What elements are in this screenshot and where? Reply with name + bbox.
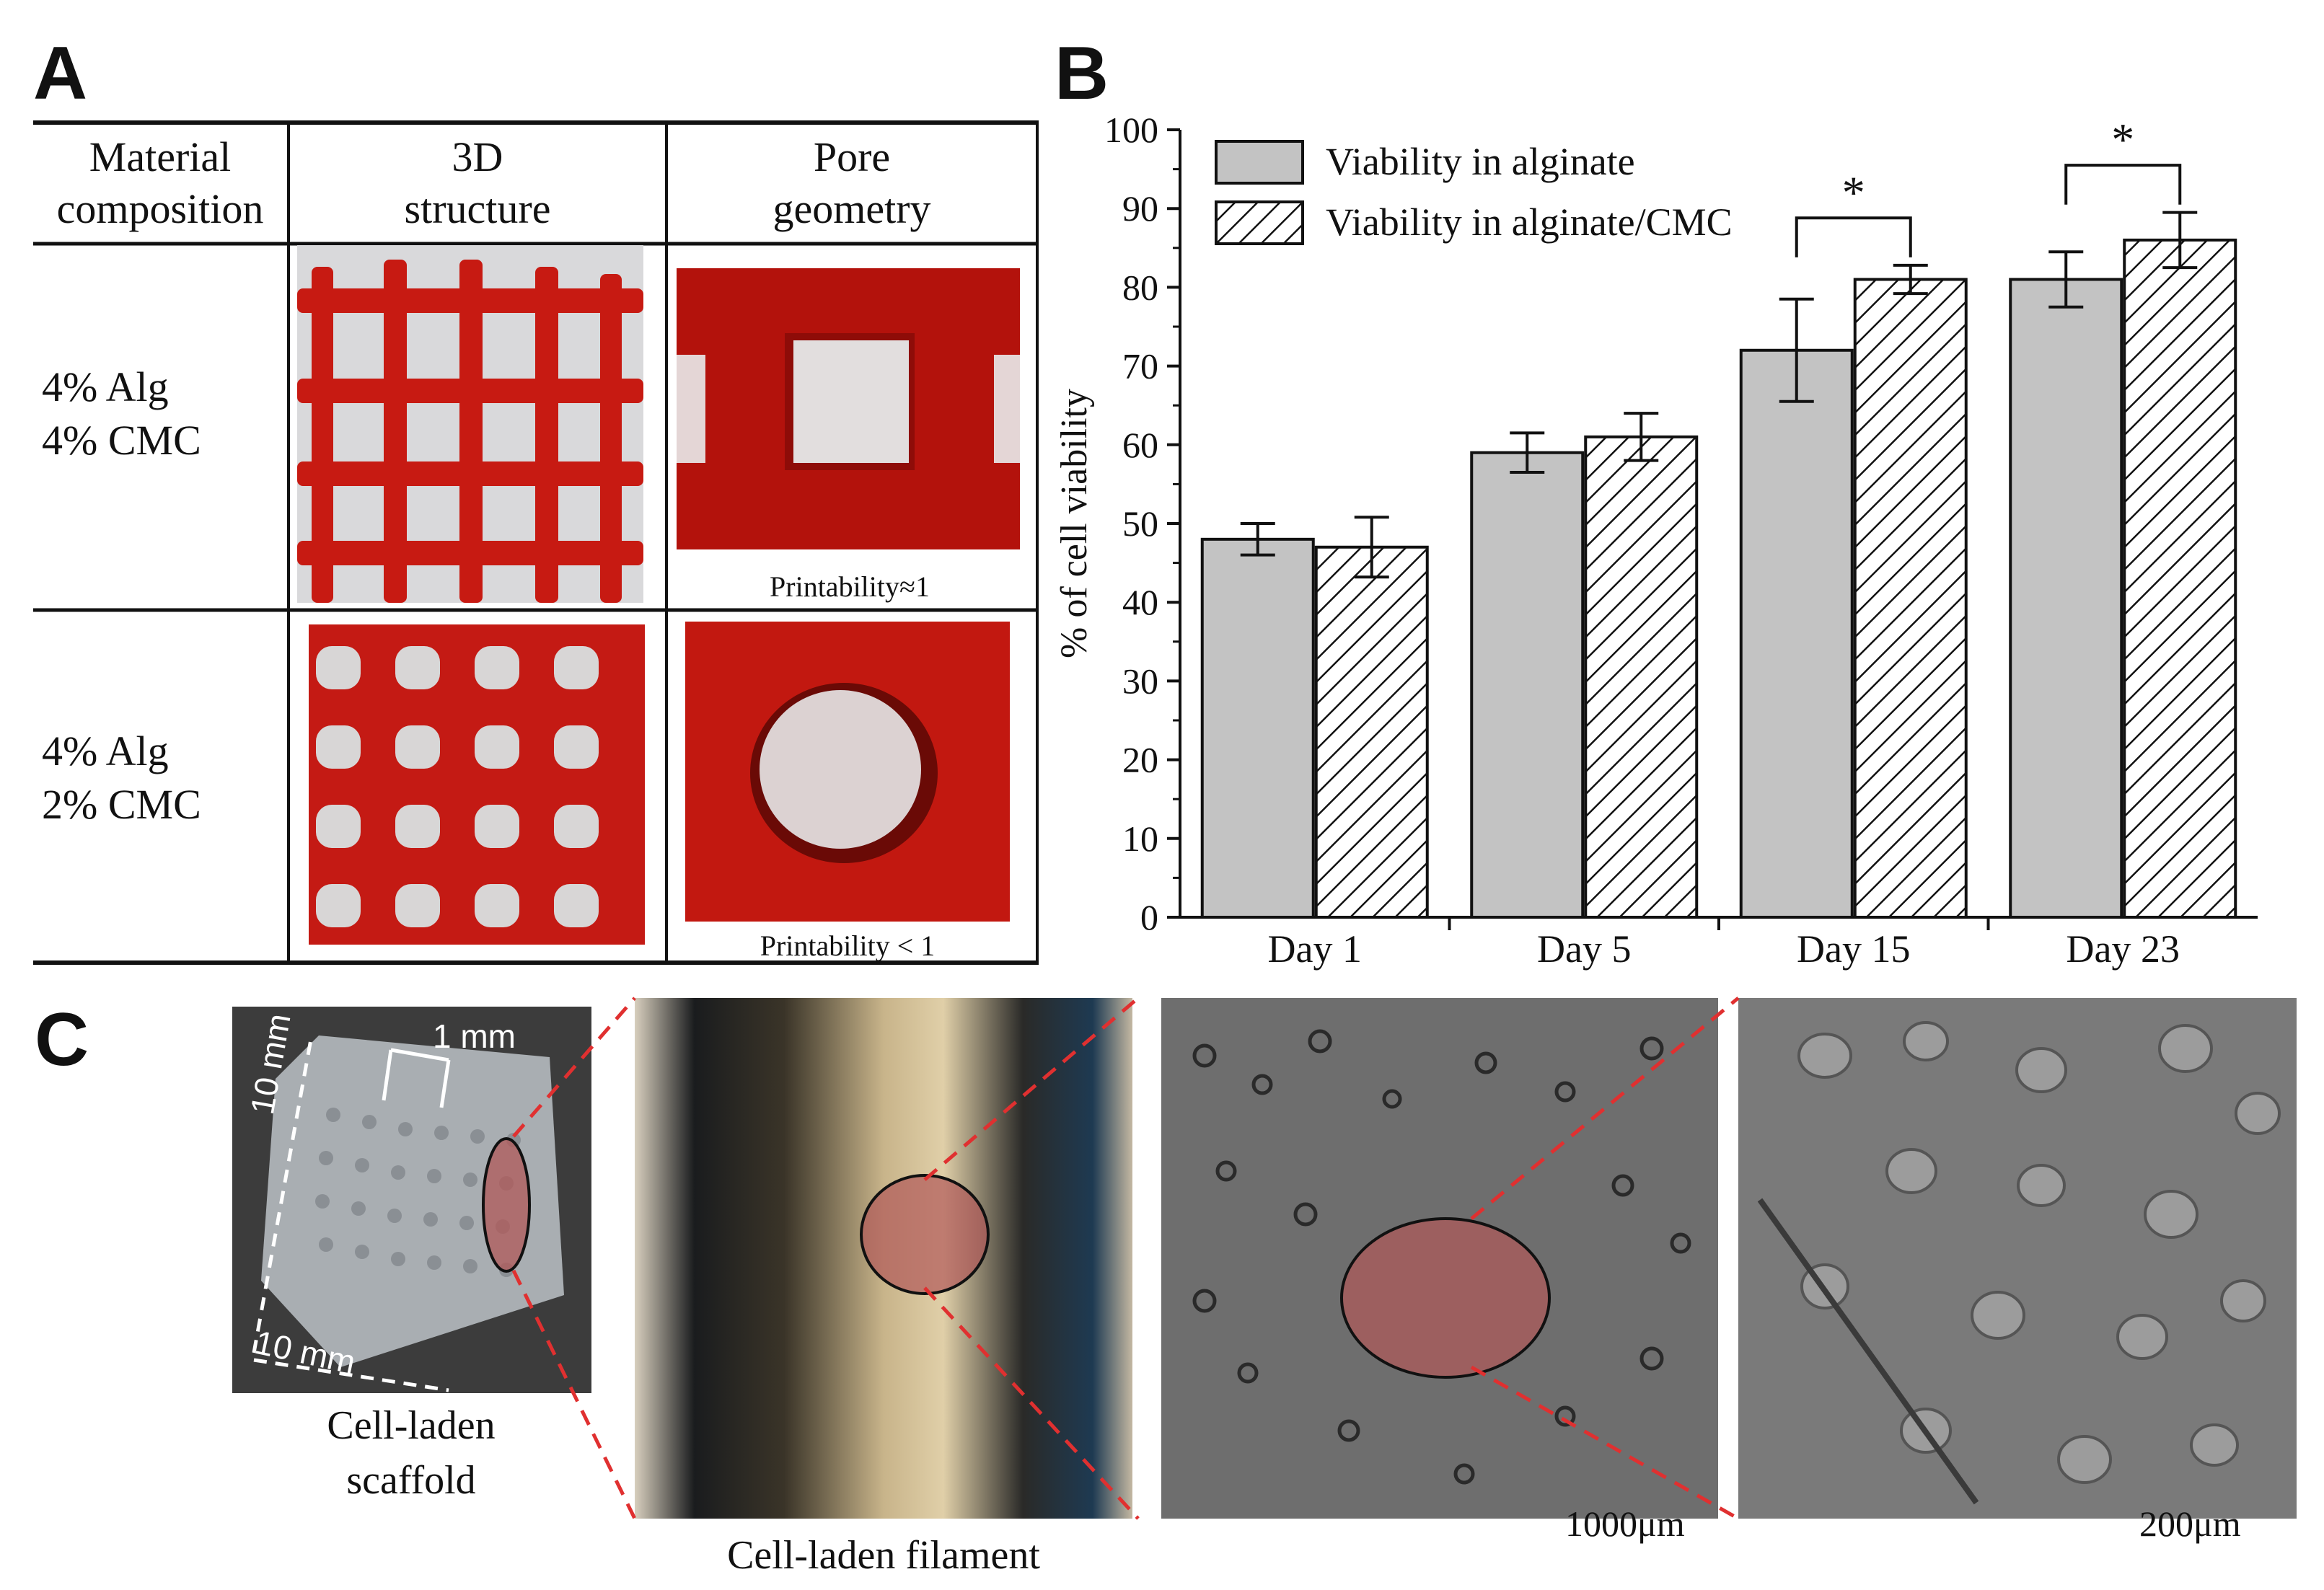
bar-alginate [1470,451,1585,919]
y-tick-label: 60 [1122,425,1158,465]
row-2-printability-caption: Printability < 1 [760,929,936,962]
micrograph-high-mag [1738,998,2297,1519]
scaffold-photo [232,1007,591,1393]
row-2-composition: 4% Alg 2% CMC [42,728,201,829]
scaffold-label: Cell-laden scaffold [327,1403,496,1503]
panel-label-b: B [1055,32,1109,115]
filament-photo [635,998,1132,1519]
legend-swatch [1215,140,1304,185]
significance-label: * [1842,167,1865,218]
significance-label: * [2111,114,2134,165]
legend-entry: Viability in alginate [1326,140,1635,183]
row-2-structure-photo [309,624,645,945]
bar-alginate-cmc [1584,435,1699,919]
row-2-pore-photo [685,622,1010,922]
y-axis-label: % of cell viability [1054,389,1095,658]
panel-label-c: C [35,998,89,1082]
significance-bracket [2064,164,2182,205]
y-tick-label: 20 [1122,740,1158,780]
y-tick-label: 40 [1122,582,1158,622]
y-tick-label: 30 [1122,661,1158,701]
bar-alginate [1739,348,1854,919]
micrograph-high-mag-scale: 200μm [2139,1503,2241,1544]
x-tick-label: Day 23 [2066,927,2180,971]
x-tick-label: Day 15 [1797,927,1910,971]
y-tick-label: 100 [1104,110,1158,150]
bar-alginate [2009,278,2123,919]
row-1-structure-photo [297,245,643,603]
scaffold-dim-top: 1 mm [433,1017,516,1055]
panel-label-a: A [33,32,88,115]
y-tick-label: 90 [1122,188,1158,229]
viability-bar-chart: 0 10 20 30 40 50 60 70 80 90 100 % of cell viabilit… [1054,110,2258,971]
bar-alginate-cmc [1314,545,1429,919]
filament-label: Cell-laden filament [727,1533,1040,1578]
y-tick-label: 70 [1122,346,1158,387]
header-3d-structure: 3D structure [404,133,551,233]
row-1-composition: 4% Alg 4% CMC [42,363,201,464]
bar-alginate-cmc [2123,238,2237,919]
y-tick-label: 80 [1122,267,1158,307]
row-1-printability-caption: Printability≈1 [770,570,930,603]
row-1-pore-photo [677,268,1020,549]
micrograph-low-mag-scale: 1000μm [1565,1503,1685,1544]
x-tick-label: Day 1 [1268,927,1362,971]
significance-bracket [1795,216,1912,257]
bar-alginate-cmc [1853,278,1968,919]
legend-entry: Viability in alginate/CMC [1326,200,1733,244]
y-tick-label: 0 [1140,897,1158,937]
x-tick-label: Day 5 [1537,927,1631,971]
legend-swatch [1215,200,1304,245]
header-material-composition: Material composition [56,133,264,233]
y-tick-label: 50 [1122,503,1158,544]
micrograph-low-mag [1161,998,1718,1519]
composition-table-grid [33,120,1039,965]
y-tick-label: 10 [1122,818,1158,859]
header-pore-geometry: Pore geometry [773,133,931,233]
